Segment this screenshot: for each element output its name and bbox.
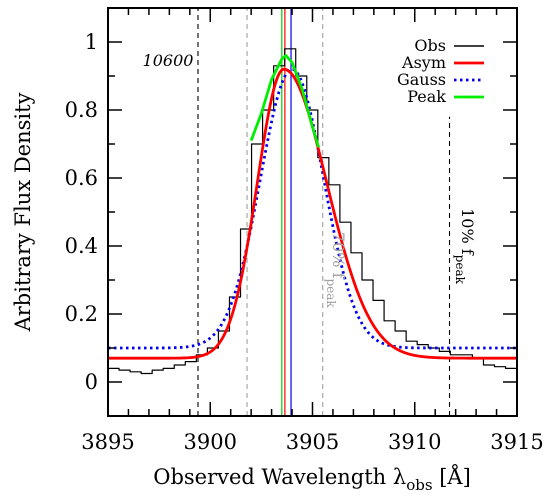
x-tick-label: 3900 [184, 430, 237, 454]
series-gauss-line [108, 67, 517, 350]
x-axis-title-unit: [Å] [433, 464, 471, 489]
x-tick-label: 3915 [490, 430, 543, 454]
series-asym-line [108, 67, 517, 360]
y-tick-label: 0.6 [65, 166, 98, 190]
x-axis-title-main: Observed Wavelength λ [153, 465, 406, 489]
legend-label-peak: Peak [407, 87, 446, 106]
series-peak-line [249, 54, 320, 148]
y-tick-label: 0.8 [65, 98, 98, 122]
x-tick-label: 3905 [286, 430, 339, 454]
annotation-level70-main: 70% f [329, 232, 348, 280]
tick-labels: 3895 3900 3905 3910 3915 0 0.2 0.4 0.6 0.8 1 [65, 30, 544, 454]
object-label: 10600 [143, 51, 194, 70]
axis-ticks [107, 7, 518, 417]
y-tick-label: 0.4 [65, 234, 98, 258]
x-tick-label: 3895 [81, 430, 134, 454]
y-axis-title: Arbitrary Flux Density [11, 92, 35, 332]
y-tick-label: 0 [85, 370, 98, 394]
series-layer [108, 48, 517, 375]
x-axis-title: Observed Wavelength λobs [Å] [153, 464, 471, 494]
legend-label-gauss: Gauss [397, 70, 446, 89]
annotation-level10-sub: peak [453, 255, 467, 285]
annotation-level70-sub: peak [324, 278, 338, 308]
y-tick-label: 1 [85, 30, 98, 54]
legend-label-obs: Obs [414, 36, 446, 55]
annotation-level70: 70% fpeak [324, 232, 348, 309]
x-tick-label: 3910 [388, 430, 441, 454]
annotation-level10-main: 10% f [458, 208, 477, 256]
annotation-level10: 10% fpeak [453, 208, 477, 285]
y-tick-label: 0.2 [65, 302, 98, 326]
legend-label-asym: Asym [401, 53, 446, 72]
x-axis-title-sub: obs [406, 476, 432, 494]
